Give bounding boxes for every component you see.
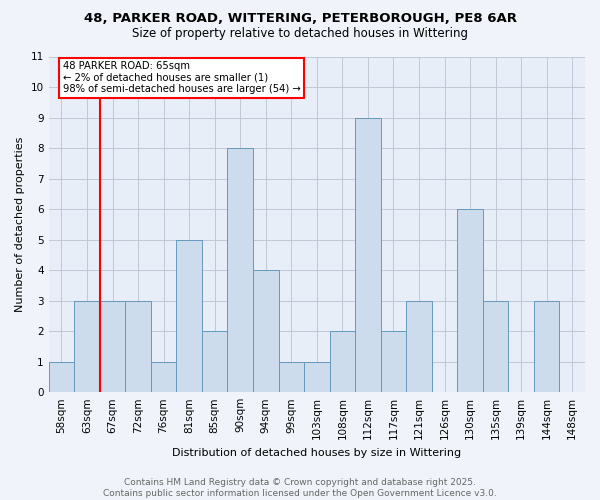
Bar — [380, 331, 406, 392]
Bar — [329, 331, 355, 392]
Bar — [100, 300, 125, 392]
X-axis label: Distribution of detached houses by size in Wittering: Distribution of detached houses by size … — [172, 448, 461, 458]
Bar — [534, 300, 559, 392]
Text: Contains HM Land Registry data © Crown copyright and database right 2025.
Contai: Contains HM Land Registry data © Crown c… — [103, 478, 497, 498]
Bar — [457, 209, 483, 392]
Bar — [202, 331, 227, 392]
Text: 48, PARKER ROAD, WITTERING, PETERBOROUGH, PE8 6AR: 48, PARKER ROAD, WITTERING, PETERBOROUGH… — [83, 12, 517, 26]
Bar — [151, 362, 176, 392]
Bar — [125, 300, 151, 392]
Text: Size of property relative to detached houses in Wittering: Size of property relative to detached ho… — [132, 28, 468, 40]
Bar — [304, 362, 329, 392]
Bar — [74, 300, 100, 392]
Bar — [483, 300, 508, 392]
Bar — [49, 362, 74, 392]
Bar — [355, 118, 380, 392]
Text: 48 PARKER ROAD: 65sqm
← 2% of detached houses are smaller (1)
98% of semi-detach: 48 PARKER ROAD: 65sqm ← 2% of detached h… — [63, 61, 301, 94]
Bar — [253, 270, 278, 392]
Bar — [406, 300, 432, 392]
Bar — [227, 148, 253, 392]
Bar — [176, 240, 202, 392]
Bar — [278, 362, 304, 392]
Y-axis label: Number of detached properties: Number of detached properties — [15, 136, 25, 312]
